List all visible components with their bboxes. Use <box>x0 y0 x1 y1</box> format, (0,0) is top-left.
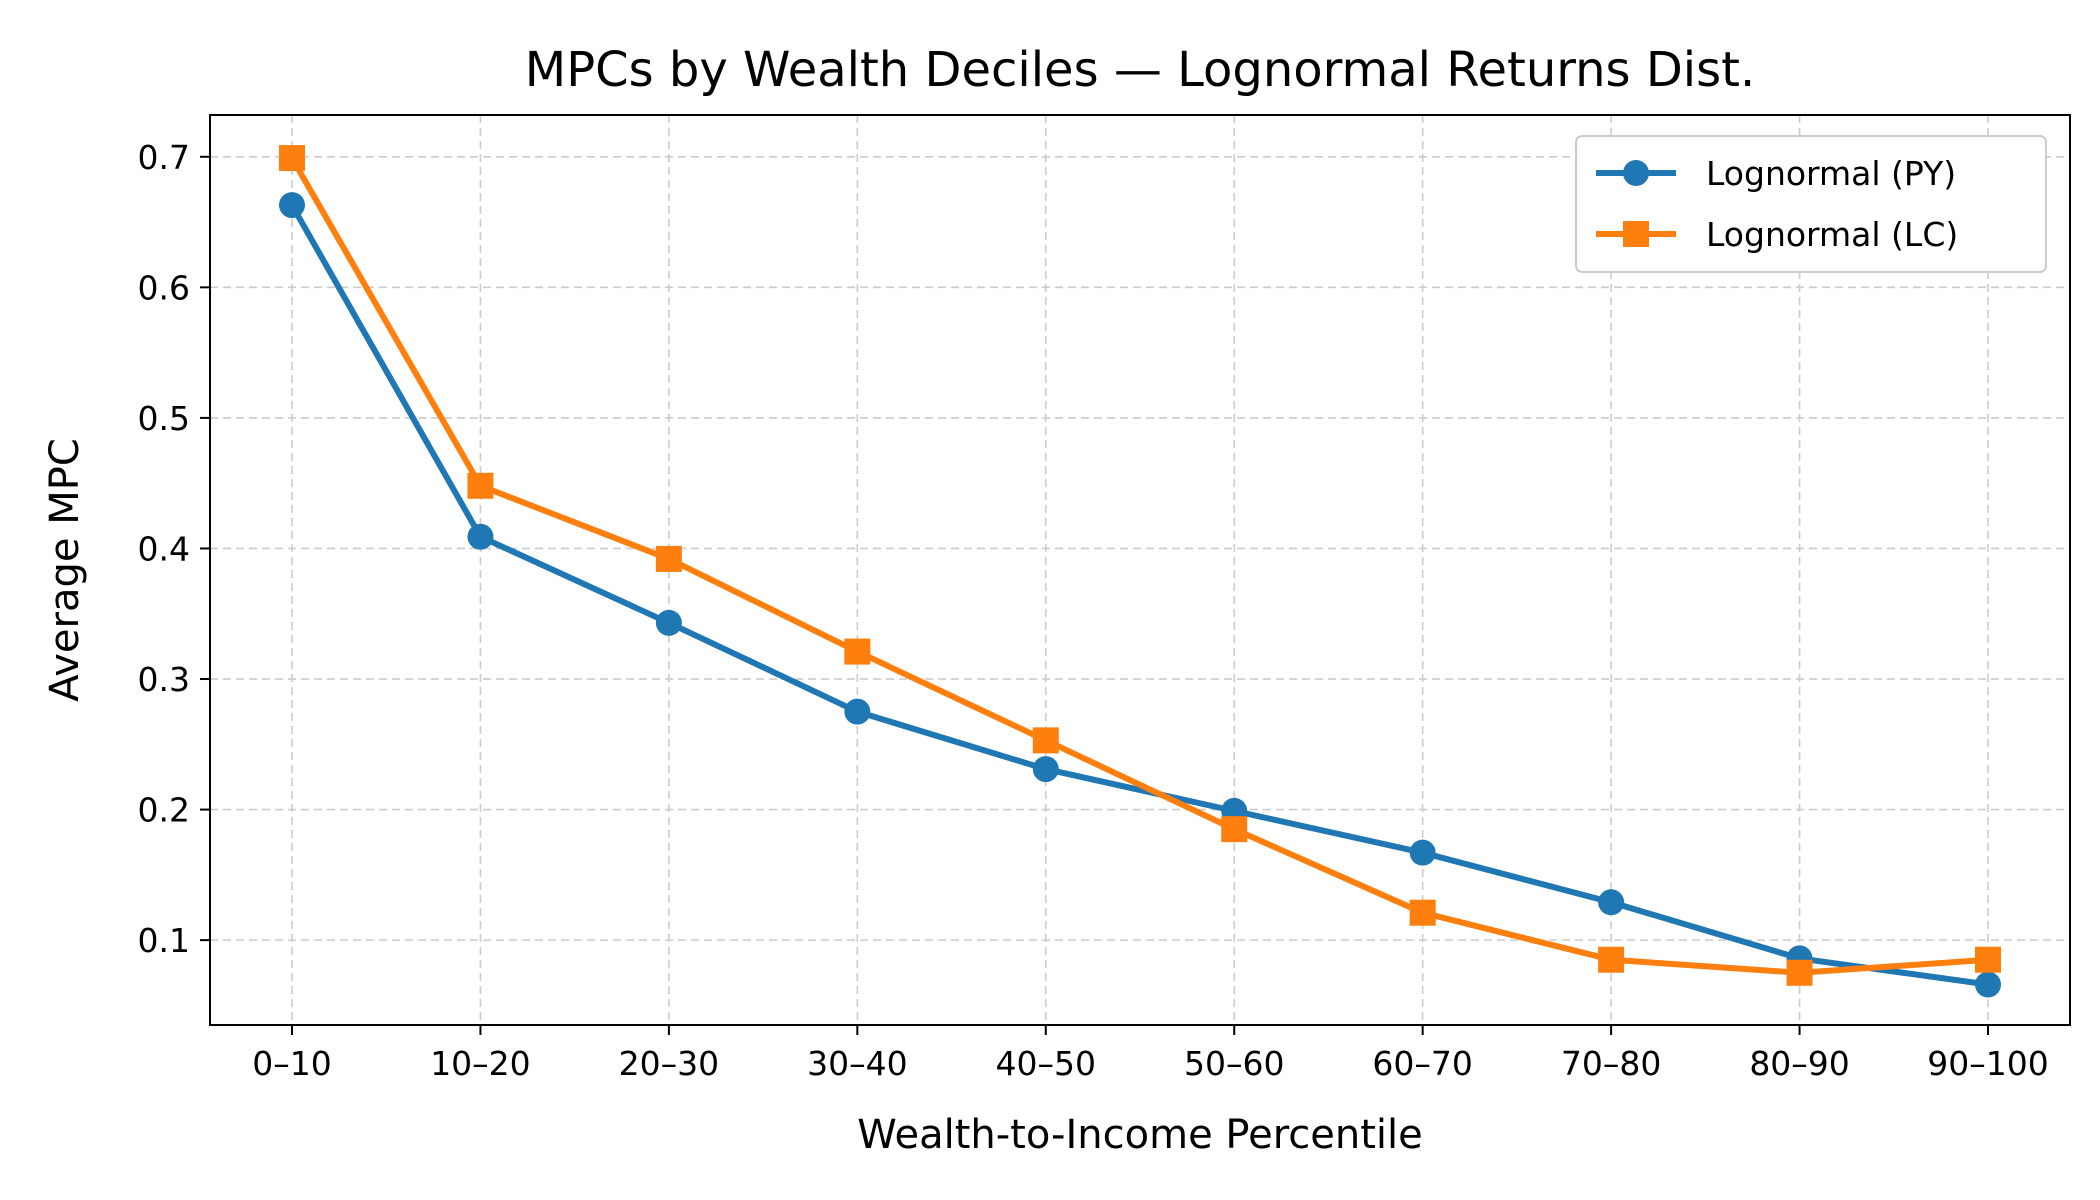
data-point-square <box>844 638 871 665</box>
data-point-square <box>1598 946 1625 973</box>
data-point-circle <box>1409 839 1436 866</box>
legend-label: Lognormal (PY) <box>1706 154 1956 193</box>
x-tick-label: 60–70 <box>1372 1044 1472 1083</box>
data-point-circle <box>1598 889 1625 916</box>
data-point-square <box>1409 899 1436 926</box>
series-2 <box>279 145 2001 986</box>
legend: Lognormal (PY) Lognormal (LC) <box>1575 135 2047 273</box>
data-point-circle <box>279 192 305 219</box>
y-tick-label: 0.4 <box>138 529 190 568</box>
series-1 <box>279 192 2001 998</box>
data-point-square <box>279 145 305 172</box>
y-tick-label: 0.1 <box>138 921 190 960</box>
data-point-square <box>1975 946 2001 973</box>
y-axis-label: Average MPC <box>42 438 88 702</box>
x-tick-label: 80–90 <box>1749 1044 1849 1083</box>
data-point-square <box>1221 816 1248 843</box>
x-tick-label: 0–10 <box>252 1044 332 1083</box>
y-tick-label: 0.5 <box>138 399 190 438</box>
plot-frame <box>209 114 2071 1026</box>
x-tick-label: 30–40 <box>807 1044 907 1083</box>
data-point-square <box>467 472 494 499</box>
y-tick-label: 0.6 <box>138 268 190 307</box>
x-tick-label: 50–60 <box>1184 1044 1284 1083</box>
series-line <box>289 202 1991 988</box>
data-point-square <box>1032 727 1059 754</box>
x-tick-label: 20–30 <box>619 1044 719 1083</box>
x-tick-label: 40–50 <box>996 1044 1096 1083</box>
x-tick-label: 70–80 <box>1561 1044 1661 1083</box>
legend-label: Lognormal (LC) <box>1706 215 1958 254</box>
x-tick-label: 90–100 <box>1927 1044 2048 1083</box>
data-point-circle <box>844 698 871 725</box>
y-tick-label: 0.7 <box>138 138 190 177</box>
data-point-square <box>655 545 682 572</box>
legend-marker-circle <box>1623 160 1649 186</box>
x-axis-label: Wealth-to-Income Percentile <box>857 1112 1423 1158</box>
y-tick-label: 0.2 <box>138 791 190 830</box>
legend-marker-square <box>1623 221 1649 247</box>
data-point-circle <box>655 609 682 636</box>
axis-ticks: 0–10 10–20 20–30 30–40 40–50 50–60 60–70 70–80 8… <box>138 138 2049 1083</box>
legend-box <box>1575 135 2047 273</box>
x-tick-label: 10–20 <box>430 1044 530 1083</box>
series-line <box>289 155 1991 976</box>
chart-title: MPCs by Wealth Deciles — Lognormal Retur… <box>525 42 1755 98</box>
data-point-circle <box>1975 971 2001 998</box>
data-point-circle <box>1032 756 1059 783</box>
data-point-square <box>1786 959 1813 986</box>
y-tick-label: 0.3 <box>138 660 190 699</box>
plot-series <box>279 145 2001 998</box>
data-point-circle <box>467 523 494 550</box>
